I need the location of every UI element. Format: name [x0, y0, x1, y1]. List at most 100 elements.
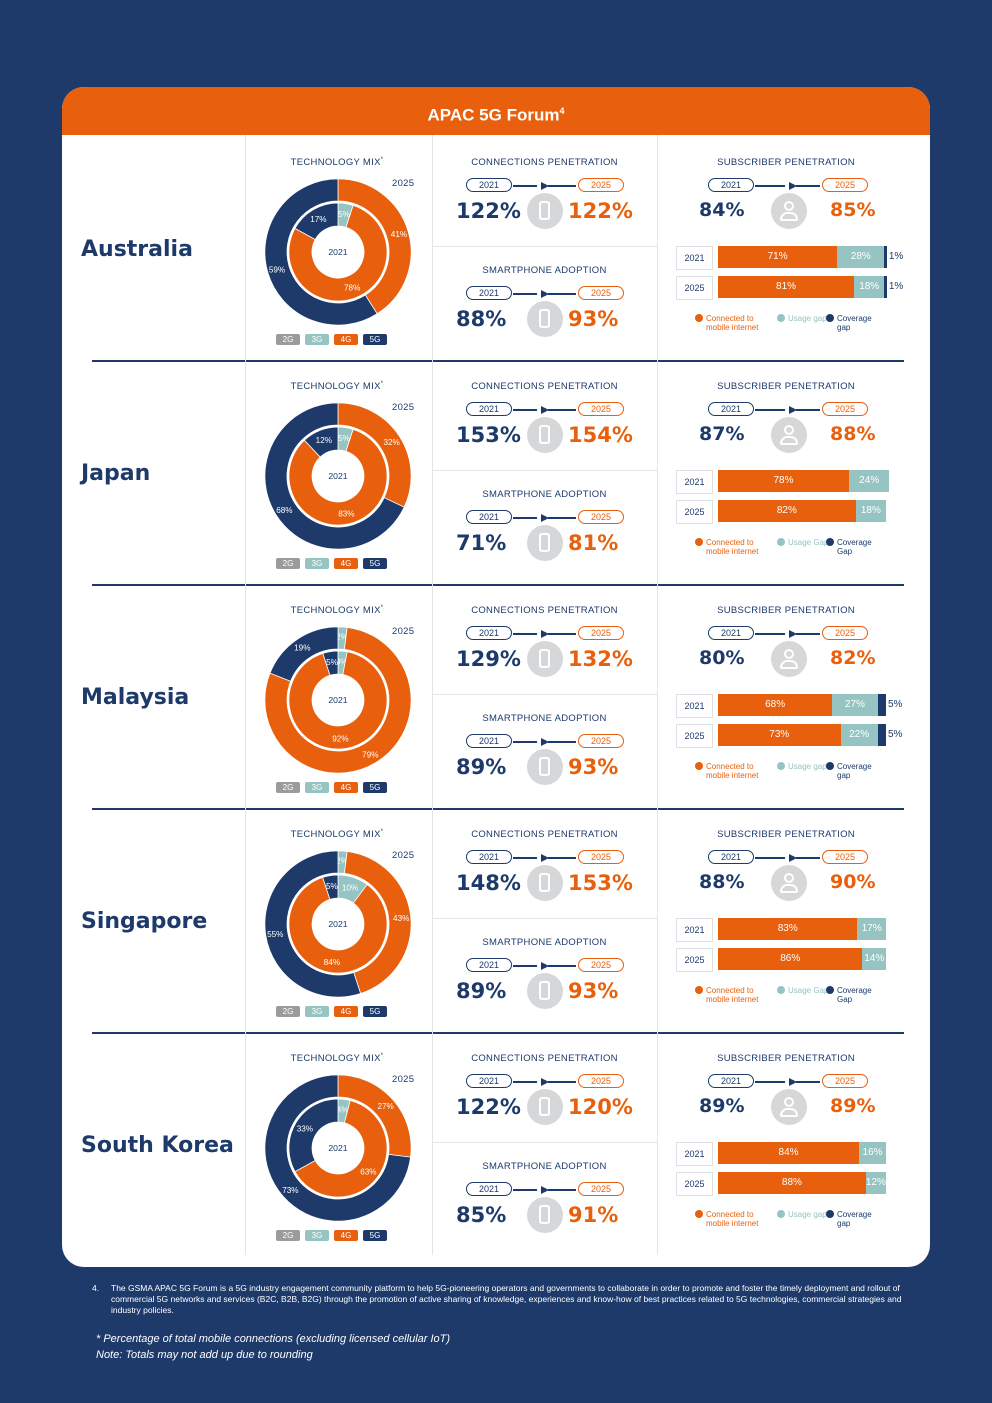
column-divider	[245, 583, 246, 807]
inner-2021-5g-label: 33%	[297, 1124, 313, 1133]
legend-4g: 4G	[334, 558, 358, 569]
connections-label: CONNECTIONS PENETRATION	[471, 829, 618, 840]
bar-legend-dot	[695, 762, 703, 770]
outer-2025-4g-label: 41%	[391, 230, 407, 239]
cell-divider	[432, 694, 657, 695]
inner-2021-4g-label: 83%	[338, 509, 354, 518]
smartphone-label: SMARTPHONE ADOPTION	[482, 1161, 607, 1172]
coverage-gap-segment	[884, 276, 887, 298]
country-name: Japan	[81, 461, 151, 486]
bar-year-label: 2025	[676, 500, 713, 524]
smartphone-2025-pill: 2025	[578, 958, 624, 972]
inner-2021-5g-label: 5%	[326, 882, 338, 891]
bar-legend-text: Connected to mobile internet	[706, 1210, 759, 1228]
outer-2025-5g-slice	[264, 1074, 411, 1222]
bar-year-label: 2025	[676, 948, 713, 972]
column-divider	[657, 1031, 658, 1255]
connections-2021-value: 129%	[456, 647, 521, 671]
donut-2021-label: 2021	[328, 1143, 347, 1153]
connected-segment: 86%	[718, 948, 863, 970]
cell-divider	[432, 246, 657, 247]
bar-legend-dot	[777, 986, 785, 994]
smartphone-arrow-head	[541, 738, 549, 746]
row-divider	[92, 584, 904, 586]
bar-year-label: 2021	[676, 1142, 713, 1166]
tech-mix-text: TECHNOLOGY MIX	[290, 605, 381, 617]
smartphone-2025-value: 93%	[568, 979, 619, 1003]
connections-arrow-head	[541, 182, 549, 190]
smartphone-2021-pill: 2021	[466, 510, 512, 524]
tech-mix-asterisk: *	[380, 605, 384, 611]
subscriber-2021-value: 87%	[699, 423, 745, 445]
cell-divider	[432, 1142, 657, 1143]
subscriber-2025-pill: 2025	[822, 402, 868, 416]
inner-2021-5g-slice	[288, 1098, 339, 1173]
outer-2025-5g-slice	[264, 850, 362, 998]
subscriber-arrow-line-2	[796, 857, 820, 859]
subscriber-arrow-head	[789, 406, 797, 414]
coverage-gap-value: 5%	[888, 699, 903, 710]
smartphone-label: SMARTPHONE ADOPTION	[482, 489, 607, 500]
connections-arrow-line	[513, 857, 537, 859]
connections-2025-pill: 2025	[578, 850, 624, 864]
subscriber-arrow-line-2	[796, 633, 820, 635]
subscriber-arrow-line	[755, 409, 785, 411]
smartphone-2021-value: 85%	[456, 1203, 507, 1227]
smartphone-arrow-line-2	[548, 965, 576, 967]
people-icon	[771, 641, 807, 677]
outer-2025-4g-label: 43%	[393, 914, 409, 923]
sim-icon	[527, 1089, 563, 1125]
bar-legend-dot	[826, 1210, 834, 1218]
smartphone-2025-value: 91%	[568, 1203, 619, 1227]
inner-2021-4g-label: 84%	[324, 958, 340, 967]
smartphone-2025-value: 93%	[568, 307, 619, 331]
connections-2025-value: 154%	[568, 423, 633, 447]
row-divider	[92, 808, 904, 810]
tech-mix-text: TECHNOLOGY MIX	[290, 829, 381, 841]
bar-legend-item: Connected to mobile internet	[695, 314, 768, 332]
subscriber-bar-2021: 2021 84% 16%	[676, 1142, 896, 1166]
legend-2g: 2G	[276, 1006, 300, 1017]
connections-label: CONNECTIONS PENETRATION	[471, 1053, 618, 1064]
donut-2025-label: 2025	[392, 850, 415, 861]
connections-arrow-head	[541, 854, 549, 862]
smartphone-arrow-line	[513, 293, 537, 295]
connections-2021-pill: 2021	[466, 178, 512, 192]
subscriber-label: SUBSCRIBER PENETRATION	[717, 605, 855, 616]
inner-2021-3g-label: 5%	[338, 434, 350, 443]
outer-2025-5g-slice	[264, 402, 405, 550]
connections-2021-pill: 2021	[466, 1074, 512, 1088]
subscriber-bar-2021: 2021 83% 17%	[676, 918, 896, 942]
connected-segment: 78%	[718, 470, 850, 492]
smartphone-arrow-head	[541, 962, 549, 970]
legend-3g: 3G	[305, 558, 329, 569]
connections-2021-value: 122%	[456, 1095, 521, 1119]
bar-legend-dot	[695, 314, 703, 322]
inner-2021-4g-slice	[288, 876, 388, 974]
subscriber-arrow-line	[755, 633, 785, 635]
subscriber-2025-value: 89%	[830, 1095, 876, 1117]
tech-mix-asterisk: *	[380, 157, 384, 163]
bar-legend-text: Connected to mobile internet	[706, 538, 759, 556]
tech-mix-label: TECHNOLOGY MIX*	[262, 381, 412, 392]
connections-2025-value: 153%	[568, 871, 633, 895]
smartphone-2021-value: 71%	[456, 531, 507, 555]
usage-gap-segment: 17%	[857, 918, 886, 940]
subscriber-2025-pill: 2025	[822, 1074, 868, 1088]
subscriber-arrow-line-2	[796, 185, 820, 187]
outer-2025-4g-slice	[264, 627, 412, 774]
people-icon	[771, 193, 807, 229]
legend-4g: 4G	[334, 1006, 358, 1017]
subscriber-bar-2025: 2025 88% 12%	[676, 1172, 896, 1196]
bar-legend-text: Connected to mobile internet	[706, 314, 759, 332]
subscriber-2021-value: 80%	[699, 647, 745, 669]
title-footnote-mark: 4	[559, 106, 565, 116]
bar-legend-text: Coverage Gap	[837, 538, 872, 556]
inner-2021-5g-slice	[322, 874, 339, 900]
tech-mix-label: TECHNOLOGY MIX*	[262, 829, 412, 840]
row-divider	[92, 1032, 904, 1034]
subscriber-2021-pill: 2021	[708, 1074, 754, 1088]
inner-2021-4g-slice	[288, 428, 388, 526]
smartphone-arrow-line-2	[548, 517, 576, 519]
legend-2g: 2G	[276, 558, 300, 569]
